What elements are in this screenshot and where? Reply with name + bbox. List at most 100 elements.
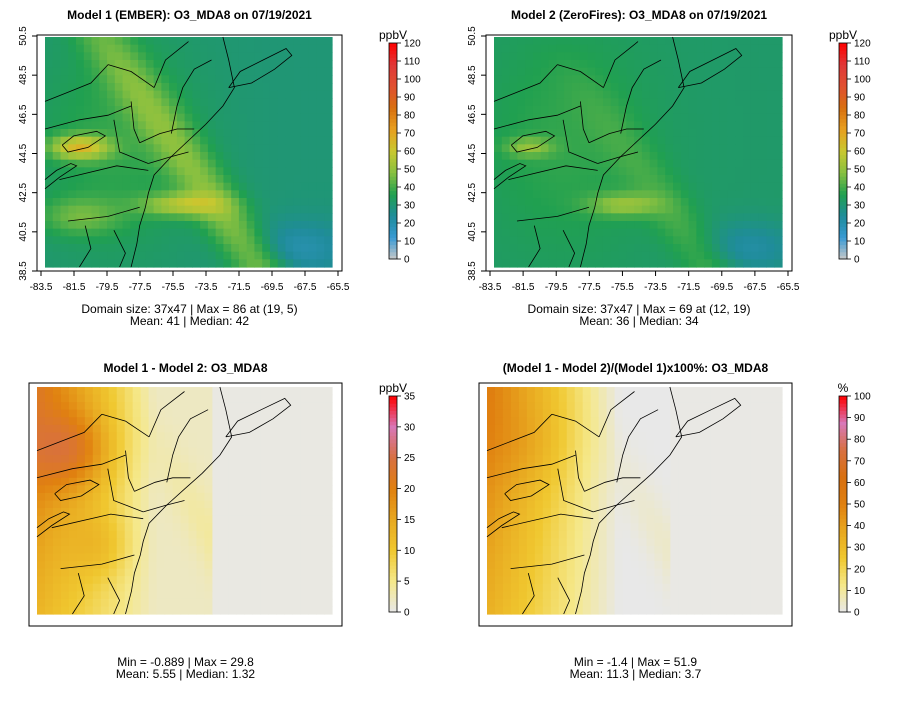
heatmap-cell: [246, 83, 256, 92]
heatmap-cell: [260, 455, 269, 464]
heatmap-cell: [45, 136, 54, 145]
heatmap-cell: [598, 447, 608, 456]
heatmap-cell: [579, 129, 588, 138]
heatmap-cell: [598, 402, 608, 411]
heatmap-cell: [238, 205, 248, 214]
heatmap-cell: [269, 259, 279, 268]
heatmap-cell: [665, 75, 674, 84]
heatmap-cell: [556, 136, 565, 145]
heatmap-cell: [76, 402, 86, 411]
heatmap-cell: [52, 198, 62, 207]
colorbar-segment: [389, 471, 397, 476]
heatmap-cell: [494, 60, 503, 69]
colorbar-segment: [839, 93, 847, 98]
heatmap-cell: [758, 144, 768, 153]
heatmap-cell: [758, 439, 767, 449]
heatmap-cell: [735, 60, 744, 69]
heatmap-cell: [766, 90, 775, 99]
heatmap-cell: [292, 439, 301, 449]
heatmap-cell: [100, 523, 110, 532]
heatmap-cell: [138, 259, 147, 268]
heatmap-cell: [180, 424, 190, 433]
heatmap-cell: [606, 424, 616, 433]
heatmap-cell: [657, 198, 666, 207]
heatmap-cell: [509, 221, 518, 230]
heatmap-cell: [598, 538, 608, 547]
heatmap-cell: [735, 144, 744, 153]
heatmap-cell: [60, 205, 69, 214]
heatmap-cell: [742, 424, 751, 433]
heatmap-cell: [509, 205, 518, 214]
heatmap-cell: [587, 129, 596, 138]
heatmap-cell: [688, 60, 697, 69]
heatmap-cell: [188, 545, 198, 555]
heatmap-cell: [614, 402, 624, 411]
heatmap-cell: [494, 106, 503, 115]
colorbar-segment: [839, 223, 847, 228]
heatmap-cell: [654, 477, 663, 486]
heatmap-cell: [534, 424, 544, 433]
heatmap-cell: [324, 251, 333, 260]
heatmap-cell: [37, 591, 46, 600]
heatmap-cell: [526, 530, 536, 539]
heatmap-cell: [574, 583, 584, 592]
heatmap-cell: [262, 52, 271, 61]
heatmap-cell: [574, 492, 584, 502]
heatmap-cell: [172, 455, 182, 464]
heatmap-cell: [220, 568, 229, 577]
heatmap-cell: [548, 136, 557, 145]
heatmap-cell: [293, 167, 302, 176]
heatmap-cell: [766, 591, 775, 600]
heatmap-cell: [223, 259, 232, 268]
heatmap-cell: [542, 500, 552, 509]
heatmap-cell: [268, 583, 277, 592]
heatmap-cell: [610, 37, 620, 46]
lake-erie-outline: [36, 511, 71, 538]
heatmap-cell: [161, 113, 170, 122]
heatmap-cell: [91, 144, 100, 153]
heatmap-cell: [215, 60, 225, 69]
heatmap-cell: [114, 152, 124, 161]
heatmap-cell: [161, 198, 170, 207]
heatmap-cell: [284, 455, 293, 464]
heatmap-cell: [501, 144, 511, 153]
heatmap-cell: [324, 591, 333, 600]
heatmap-cell: [678, 394, 687, 403]
heatmap-cell: [132, 500, 142, 509]
heatmap-cell: [487, 508, 496, 517]
heatmap-cell: [285, 251, 294, 260]
heatmap-cell: [84, 545, 94, 555]
heatmap-cell: [501, 244, 511, 253]
heatmap-cell: [517, 152, 526, 161]
heatmap-cell: [180, 530, 190, 539]
heatmap-cell: [595, 52, 604, 61]
heatmap-cell: [156, 591, 166, 600]
heatmap-cell: [630, 485, 640, 494]
heatmap-cell: [680, 175, 690, 184]
heatmap-cell: [268, 508, 277, 517]
heatmap-cell: [571, 121, 581, 130]
heatmap-cell: [231, 190, 240, 199]
heatmap-cell: [68, 598, 78, 608]
heatmap-cell: [710, 470, 719, 479]
heatmap-cell: [766, 113, 775, 122]
heatmap-cell: [184, 98, 193, 107]
heatmap-cell: [726, 409, 735, 418]
heatmap-cell: [91, 221, 100, 230]
heatmap-cell: [673, 98, 682, 107]
heatmap-cell: [52, 83, 62, 92]
heatmap-cell: [285, 37, 294, 46]
heatmap-cell: [204, 508, 213, 517]
heatmap-cell: [662, 477, 671, 486]
heatmap-cell: [694, 545, 703, 555]
colorbar-segment: [389, 594, 397, 599]
heatmap-cell: [582, 583, 592, 592]
heatmap-cell: [83, 75, 93, 84]
heatmap-cell: [766, 455, 775, 464]
heatmap-cell: [60, 598, 70, 608]
heatmap-cell: [673, 190, 682, 199]
colorbar-segment: [389, 46, 397, 51]
heatmap-cell: [308, 394, 317, 403]
heatmap-cell: [662, 424, 671, 433]
heatmap-cell: [316, 387, 325, 396]
